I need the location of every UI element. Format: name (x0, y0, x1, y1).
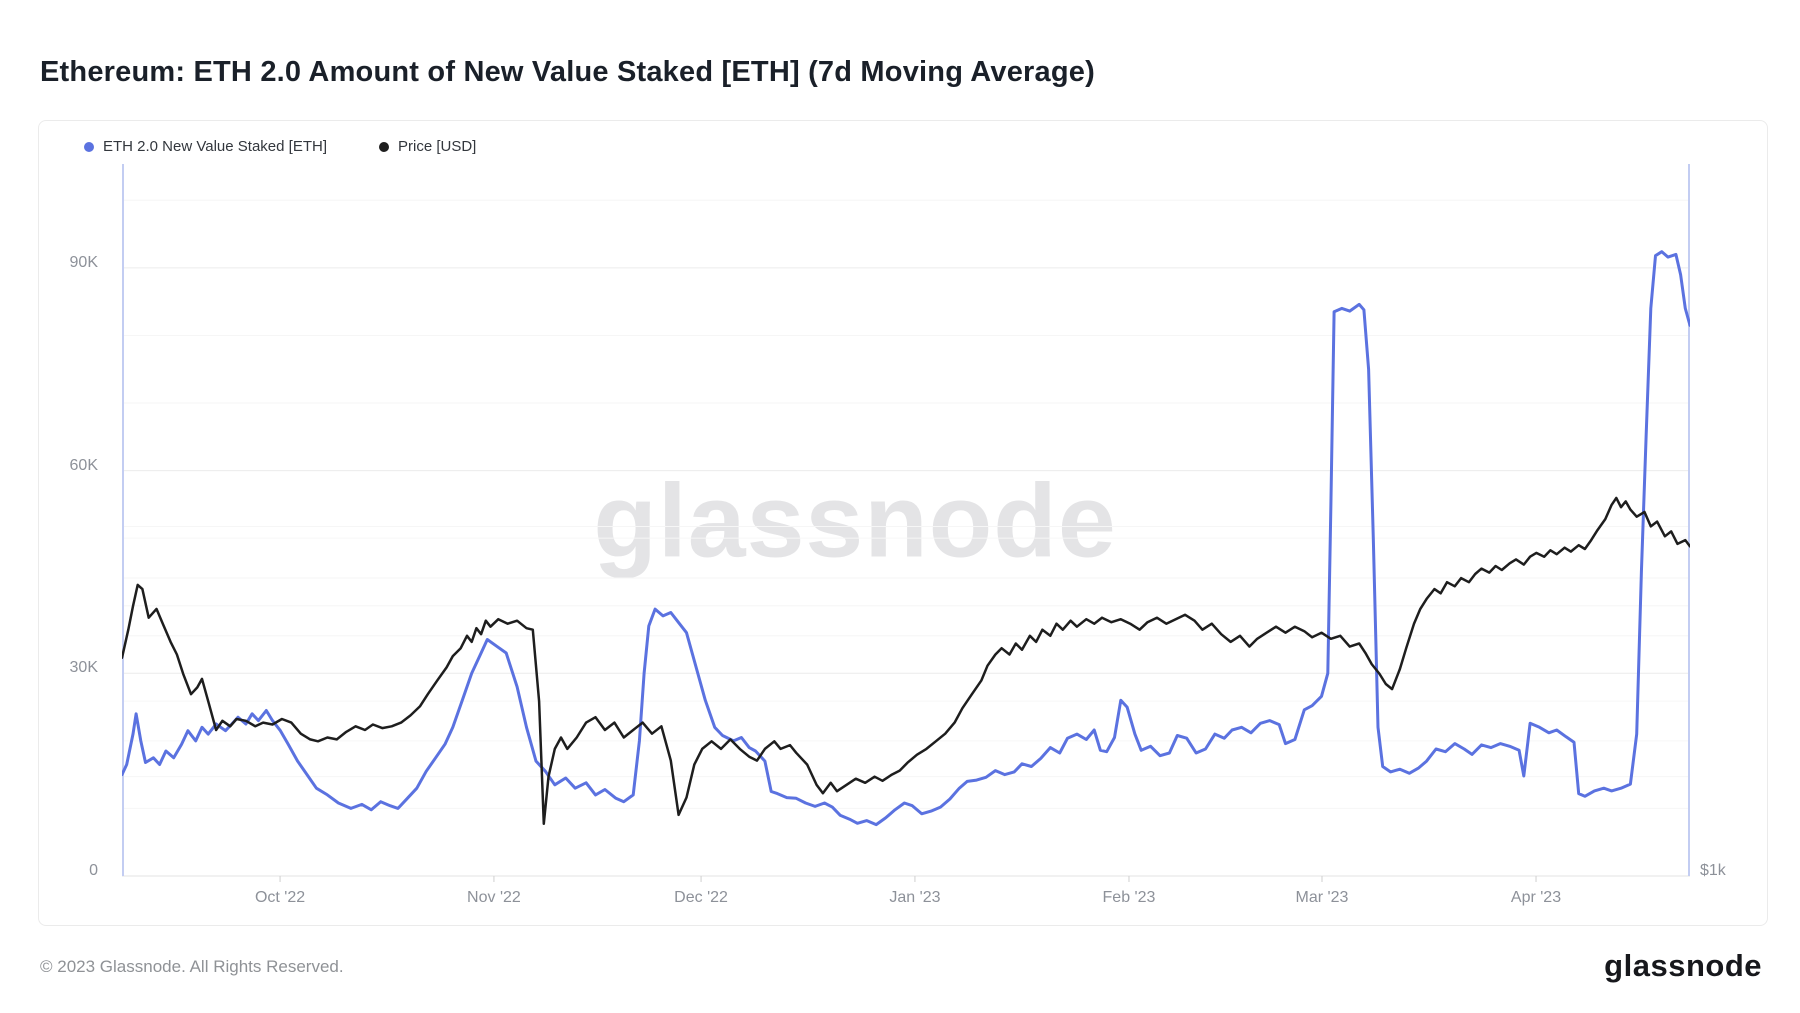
page-title: Ethereum: ETH 2.0 Amount of New Value St… (40, 56, 1095, 88)
x-axis-label: Nov '22 (467, 889, 521, 906)
line-staked (122, 250, 1690, 827)
line-price (122, 496, 1690, 826)
chart-legend: ETH 2.0 New Value Staked [ETH] Price [US… (84, 138, 476, 155)
brand-logo: glassnode (1604, 948, 1762, 983)
legend-item-staked[interactable]: ETH 2.0 New Value Staked [ETH] (84, 138, 327, 155)
legend-label-staked: ETH 2.0 New Value Staked [ETH] (103, 138, 327, 155)
x-axis-label: Oct '22 (254, 889, 306, 906)
footer-copyright: © 2023 Glassnode. All Rights Reserved. (40, 957, 344, 976)
plot-area[interactable] (122, 164, 1690, 886)
x-axis-label: Apr '23 (1510, 889, 1562, 906)
x-axis-label: Dec '22 (674, 889, 728, 906)
y-axis-label-left: 90K (69, 253, 98, 271)
x-axis-label: Jan '23 (889, 889, 941, 906)
y-axis-label-right: $1k (1700, 862, 1726, 879)
y-axis-label-left: 60K (69, 456, 98, 474)
glassnode-watermark: glassnode (593, 463, 1117, 580)
legend-label-price: Price [USD] (397, 138, 477, 155)
chart-card (38, 120, 1768, 926)
legend-dot-price-icon (378, 141, 389, 152)
legend-item-price[interactable]: Price [USD] (378, 138, 477, 155)
x-axis-label: Mar '23 (1295, 889, 1349, 906)
y-axis-label-left: 0 (89, 862, 98, 879)
y-axis-label-left: 30K (69, 659, 98, 677)
x-axis-label: Feb '23 (1102, 889, 1156, 906)
legend-dot-staked-icon (84, 141, 94, 152)
